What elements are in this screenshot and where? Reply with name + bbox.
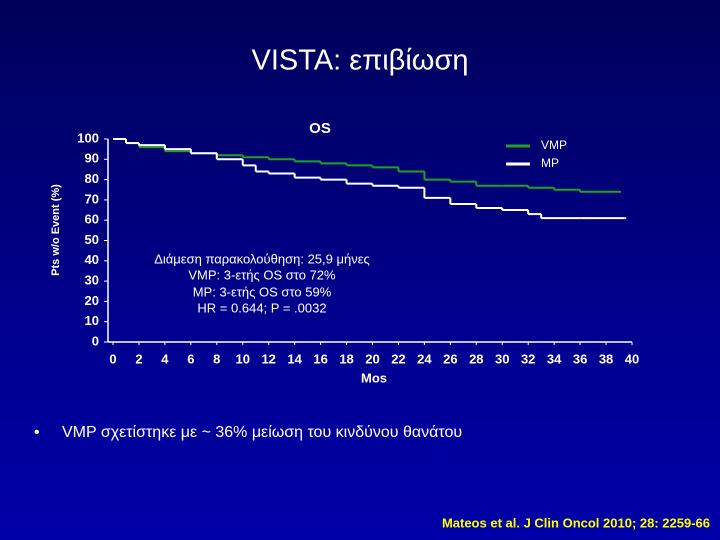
x-tick-label: 4 [161,351,169,366]
x-tick-label: 12 [261,351,275,366]
y-tick-label: 10 [85,313,99,328]
x-tick-label: 20 [365,351,379,366]
y-tick-label: 70 [85,191,99,206]
x-tick-label: 22 [391,351,405,366]
y-tick-label: 90 [85,151,99,166]
x-tick-label: 26 [443,351,457,366]
citation: Mateos et al. J Clin Oncol 2010; 28: 225… [442,515,710,530]
y-tick-label: 50 [85,232,99,247]
y-tick-label: 0 [92,333,99,348]
y-tick-label: 100 [77,130,99,145]
bullet-text: VMP σχετίστηκε με ~ 36% μείωση του κινδύ… [62,424,462,441]
chart-title: OS [309,120,331,137]
x-tick-label: 6 [187,351,194,366]
x-tick-label: 24 [417,351,432,366]
x-tick-label: 36 [573,351,587,366]
annotation: MP: 3-ετής OS στο 59% [193,284,332,299]
y-tick-label: 80 [85,171,99,186]
annotation: HR = 0.644; P = .0032 [197,300,326,315]
x-tick-label: 38 [599,351,613,366]
x-tick-label: 18 [339,351,353,366]
x-tick-label: 10 [236,351,250,366]
legend-label: MP [541,156,559,170]
x-tick-label: 16 [313,351,327,366]
y-tick-label: 20 [85,293,99,308]
x-tick-label: 30 [495,351,509,366]
y-tick-label: 60 [85,212,99,227]
x-tick-label: 32 [521,351,535,366]
y-axis-label: Pts w/o Event (%) [50,184,62,276]
annotation: VMP: 3-ετής OS στο 72% [188,267,336,282]
y-tick-label: 40 [85,252,99,267]
x-tick-label: 14 [287,351,302,366]
slide-title: VISTA: επιβίωση [252,45,469,77]
y-tick-label: 30 [85,273,99,288]
x-tick-label: 0 [109,351,116,366]
bullet-dot: • [34,424,40,441]
x-tick-label: 2 [135,351,142,366]
annotation: Διάμεση παρακολούθηση: 25,9 μήνες [154,251,370,266]
x-tick-label: 34 [547,351,562,366]
x-tick-label: 8 [213,351,220,366]
legend-label: VMP [541,138,567,152]
x-axis-label: Mos [361,370,387,385]
x-tick-label: 28 [469,351,483,366]
x-tick-label: 40 [625,351,639,366]
